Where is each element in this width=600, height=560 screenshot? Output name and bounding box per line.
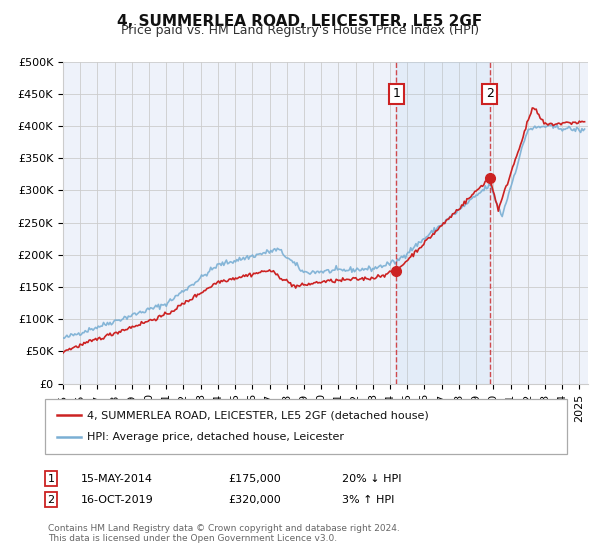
Text: £320,000: £320,000 [228,494,281,505]
Text: HPI: Average price, detached house, Leicester: HPI: Average price, detached house, Leic… [87,432,344,442]
Text: 1: 1 [392,87,400,100]
Bar [397,62,490,384]
Text: 2: 2 [47,494,55,505]
Text: Contains HM Land Registry data © Crown copyright and database right 2024.
This d: Contains HM Land Registry data © Crown c… [48,524,400,543]
Text: 4, SUMMERLEA ROAD, LEICESTER, LE5 2GF: 4, SUMMERLEA ROAD, LEICESTER, LE5 2GF [118,14,482,29]
Text: 3% ↑ HPI: 3% ↑ HPI [342,494,394,505]
Text: 1: 1 [47,474,55,484]
Text: Price paid vs. HM Land Registry's House Price Index (HPI): Price paid vs. HM Land Registry's House … [121,24,479,37]
Text: £175,000: £175,000 [228,474,281,484]
Text: 2: 2 [486,87,494,100]
Text: 16-OCT-2019: 16-OCT-2019 [81,494,154,505]
Text: 4, SUMMERLEA ROAD, LEICESTER, LE5 2GF (detached house): 4, SUMMERLEA ROAD, LEICESTER, LE5 2GF (d… [87,410,429,421]
Text: 15-MAY-2014: 15-MAY-2014 [81,474,153,484]
Text: 20% ↓ HPI: 20% ↓ HPI [342,474,401,484]
